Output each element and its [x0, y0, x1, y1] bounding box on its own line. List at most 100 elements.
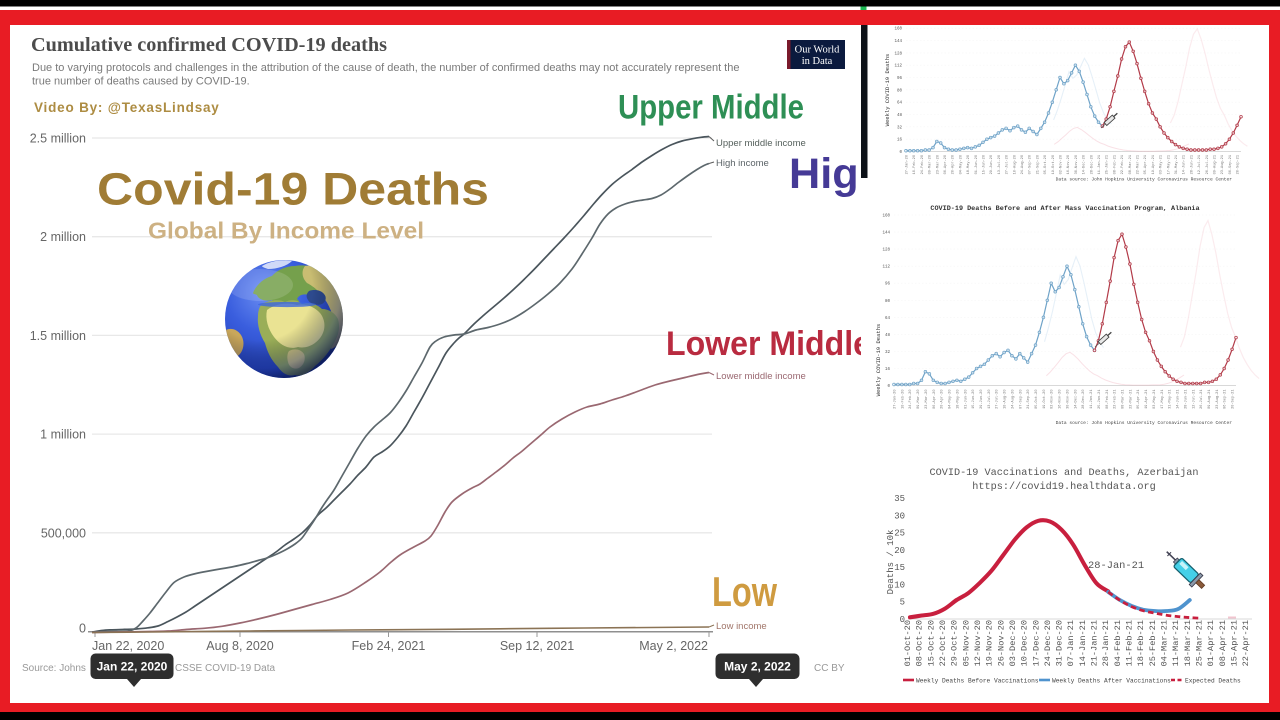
svg-text:01-Jun-20: 01-Jun-20 — [964, 390, 968, 409]
svg-text:15: 15 — [894, 563, 905, 573]
svg-text:30-Nov-20: 30-Nov-20 — [1075, 155, 1079, 174]
svg-text:Feb 24, 2021: Feb 24, 2021 — [352, 639, 426, 653]
svg-text:23-Mar-20: 23-Mar-20 — [935, 155, 940, 174]
svg-text:Upper Middle: Upper Middle — [618, 89, 804, 127]
svg-text:27-Jul-20: 27-Jul-20 — [995, 390, 1000, 409]
svg-text:22-Feb-21: 22-Feb-21 — [1113, 390, 1118, 409]
svg-text:20-Apr-20: 20-Apr-20 — [940, 390, 945, 409]
svg-text:22-Feb-21: 22-Feb-21 — [1120, 155, 1125, 174]
svg-text:04-May-20: 04-May-20 — [949, 390, 953, 409]
svg-text:35: 35 — [894, 494, 905, 504]
svg-text:01-Oct-20: 01-Oct-20 — [903, 620, 913, 666]
svg-text:Our World: Our World — [795, 45, 840, 56]
svg-text:96: 96 — [885, 283, 891, 287]
svg-text:128: 128 — [894, 52, 902, 56]
svg-text:11-Jan-21: 11-Jan-21 — [1090, 390, 1094, 409]
svg-text:25-Jan-21: 25-Jan-21 — [1106, 155, 1110, 174]
svg-text:24-Aug-20: 24-Aug-20 — [1021, 155, 1025, 174]
svg-text:Aug 8, 2020: Aug 8, 2020 — [206, 639, 273, 653]
svg-text:13-Jul-20: 13-Jul-20 — [987, 390, 992, 409]
svg-text:05-Oct-20: 05-Oct-20 — [1044, 155, 1048, 174]
svg-text:06-Sep-21: 06-Sep-21 — [1229, 155, 1233, 174]
svg-text:Video By: @TexasLindsay: Video By: @TexasLindsay — [34, 100, 220, 115]
svg-text:Source: Johns: Source: Johns — [22, 663, 86, 674]
svg-text:5: 5 — [900, 598, 905, 608]
svg-text:09-Aug-21: 09-Aug-21 — [1214, 155, 1218, 174]
svg-text:Jan 22, 2020: Jan 22, 2020 — [92, 639, 164, 653]
svg-text:28-Jan-21: 28-Jan-21 — [1101, 620, 1111, 666]
svg-text:08-Feb-21: 08-Feb-21 — [1105, 390, 1110, 409]
svg-text:05-Oct-20: 05-Oct-20 — [1035, 390, 1039, 409]
svg-text:19-Apr-21: 19-Apr-21 — [1151, 155, 1156, 174]
svg-text:10-Dec-20: 10-Dec-20 — [1020, 620, 1030, 666]
svg-text:12-Jul-21: 12-Jul-21 — [1191, 390, 1196, 409]
svg-text:21-Sep-20: 21-Sep-20 — [1027, 390, 1031, 409]
svg-text:29-Jun-20: 29-Jun-20 — [980, 390, 984, 409]
svg-text:10-Aug-20: 10-Aug-20 — [1004, 390, 1008, 409]
svg-text:10-Aug-20: 10-Aug-20 — [1013, 155, 1017, 174]
svg-text:28-Jun-21: 28-Jun-21 — [1190, 155, 1194, 174]
svg-text:31-Dec-20: 31-Dec-20 — [1055, 620, 1065, 666]
svg-text:05-Nov-20: 05-Nov-20 — [961, 620, 971, 666]
svg-text:0: 0 — [887, 385, 890, 389]
svg-text:18-May-20: 18-May-20 — [967, 155, 971, 174]
svg-text:03-Dec-20: 03-Dec-20 — [1008, 620, 1018, 666]
svg-text:08-Apr-21: 08-Apr-21 — [1218, 620, 1228, 666]
svg-text:22-Mar-21: 22-Mar-21 — [1128, 390, 1133, 409]
svg-text:17-May-21: 17-May-21 — [1167, 155, 1171, 174]
svg-text:24-Feb-20: 24-Feb-20 — [920, 155, 925, 174]
svg-text:07-Jan-21: 07-Jan-21 — [1066, 620, 1076, 666]
svg-text:22-Mar-21: 22-Mar-21 — [1136, 155, 1141, 174]
svg-text:07-Sep-20: 07-Sep-20 — [1029, 155, 1033, 174]
svg-text:Covid-19 Deaths: Covid-19 Deaths — [97, 164, 489, 215]
svg-text:May 2, 2022: May 2, 2022 — [639, 639, 708, 653]
svg-text:0: 0 — [900, 615, 905, 625]
svg-text:25-Feb-21: 25-Feb-21 — [1148, 620, 1158, 666]
svg-text:04-Mar-21: 04-Mar-21 — [1160, 620, 1170, 666]
svg-text:28-Jan-21: 28-Jan-21 — [1088, 560, 1144, 572]
svg-text:Cumulative confirmed COVID-19: Cumulative confirmed COVID-19 deaths — [31, 34, 387, 56]
svg-text:https://covid19.healthdata.org: https://covid19.healthdata.org — [972, 481, 1155, 493]
svg-text:05-Apr-21: 05-Apr-21 — [1136, 390, 1141, 409]
svg-text:14-Jun-21: 14-Jun-21 — [1177, 390, 1181, 409]
svg-text:21-Jan-21: 21-Jan-21 — [1090, 620, 1100, 666]
svg-text:48: 48 — [897, 114, 903, 118]
svg-text:CC BY: CC BY — [814, 663, 845, 674]
svg-text:16: 16 — [897, 139, 903, 143]
svg-text:160: 160 — [894, 28, 902, 32]
svg-text:15-Oct-20: 15-Oct-20 — [926, 620, 936, 666]
svg-text:04-May-20: 04-May-20 — [959, 155, 963, 174]
svg-text:High income: High income — [716, 158, 769, 169]
svg-text:15-Jun-20: 15-Jun-20 — [972, 390, 976, 409]
svg-text:24-Aug-20: 24-Aug-20 — [1011, 390, 1015, 409]
svg-text:27-Jan-20: 27-Jan-20 — [894, 390, 898, 409]
svg-text:31-May-21: 31-May-21 — [1169, 390, 1173, 409]
svg-text:29-Jun-20: 29-Jun-20 — [990, 155, 994, 174]
svg-text:09-Aug-21: 09-Aug-21 — [1208, 390, 1212, 409]
svg-text:1 million: 1 million — [40, 428, 86, 442]
svg-text:04-Feb-21: 04-Feb-21 — [1113, 620, 1123, 666]
svg-text:24-Feb-20: 24-Feb-20 — [908, 390, 913, 409]
svg-text:14-Dec-20: 14-Dec-20 — [1074, 390, 1078, 409]
svg-text:Weekly Deaths After Vaccinatio: Weekly Deaths After Vaccinations — [1052, 678, 1171, 685]
svg-text:01-Apr-21: 01-Apr-21 — [1206, 620, 1216, 666]
svg-text:20: 20 — [894, 546, 905, 556]
svg-text:32: 32 — [885, 351, 891, 355]
svg-text:27-Jan-20: 27-Jan-20 — [906, 155, 910, 174]
svg-text:500,000: 500,000 — [41, 526, 86, 540]
svg-text:144: 144 — [882, 232, 890, 236]
svg-text:112: 112 — [882, 266, 890, 270]
svg-text:25-Mar-21: 25-Mar-21 — [1195, 620, 1205, 666]
svg-text:12-Jul-21: 12-Jul-21 — [1197, 155, 1202, 174]
svg-text:Low income: Low income — [716, 621, 767, 632]
svg-text:2 million: 2 million — [40, 230, 86, 244]
svg-text:13-Jul-20: 13-Jul-20 — [997, 155, 1002, 174]
svg-text:18-Feb-21: 18-Feb-21 — [1136, 620, 1146, 666]
svg-text:0: 0 — [79, 622, 86, 636]
svg-text:Data source: John Hopkins Univ: Data source: John Hopkins University Cor… — [1056, 420, 1233, 426]
svg-text:10-Feb-20: 10-Feb-20 — [912, 155, 917, 174]
svg-text:28-Jun-21: 28-Jun-21 — [1184, 390, 1188, 409]
svg-text:10: 10 — [894, 580, 905, 590]
svg-text:27-Jul-20: 27-Jul-20 — [1005, 155, 1010, 174]
svg-text:18-Mar-21: 18-Mar-21 — [1183, 620, 1193, 666]
